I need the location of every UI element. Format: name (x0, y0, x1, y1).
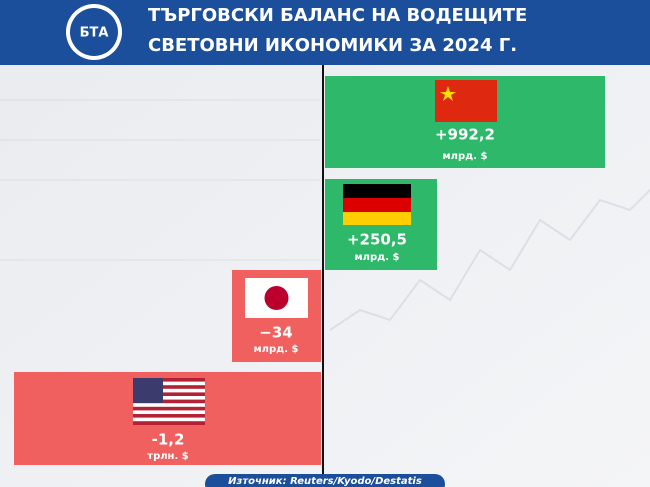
source: Източник: Reuters/Kyodo/Destatis (228, 476, 422, 487)
value-label: −34 (259, 324, 292, 342)
title-line: СВЕТОВНИ ИКОНОМИКИ ЗА 2024 Г. (148, 35, 517, 56)
flag-circle (264, 286, 289, 310)
unit-label: млрд. $ (355, 252, 400, 263)
logo-text: БТА (80, 26, 109, 41)
value-label: +992,2 (435, 126, 495, 144)
unit-label: трлн. $ (147, 451, 188, 462)
value-label: +250,5 (347, 231, 407, 249)
flag-germany (343, 184, 411, 198)
unit-label: млрд. $ (443, 151, 488, 162)
flag-germany (343, 212, 411, 225)
logo-inner (70, 8, 118, 56)
flag-star (440, 86, 456, 101)
value-label: -1,2 (152, 431, 185, 449)
flag-germany (343, 198, 411, 212)
flag-usa (133, 378, 205, 425)
title-line: ТЪРГОВСКИ БАЛАНС НА ВОДЕЩИТЕ (148, 5, 527, 26)
source-pill (205, 474, 445, 487)
unit-label: млрд. $ (254, 344, 299, 355)
background-texture (0, 99, 650, 331)
flag-china (435, 80, 497, 122)
